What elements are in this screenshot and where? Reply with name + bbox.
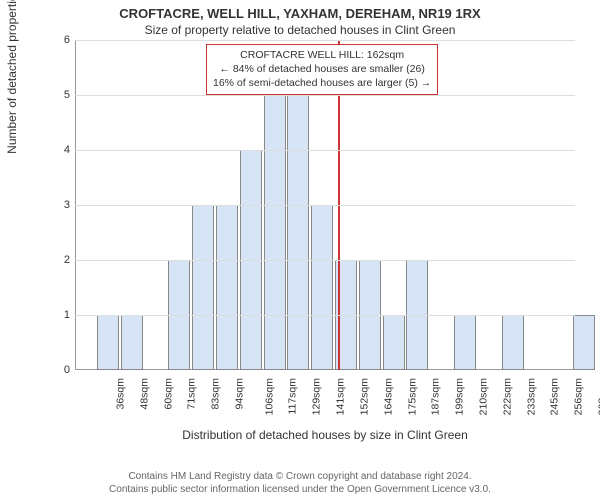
chart-title: CROFTACRE, WELL HILL, YAXHAM, DEREHAM, N… [0,0,600,21]
histogram-bar [264,95,286,370]
footer: Contains HM Land Registry data © Crown c… [0,470,600,496]
annotation-line-1: CROFTACRE WELL HILL: 162sqm [213,48,431,62]
grid-line [75,95,575,96]
grid-line [75,260,575,261]
y-tick-label: 5 [55,89,70,101]
x-tick-label: 141sqm [335,378,347,415]
x-tick-label: 71sqm [186,378,198,410]
y-tick-label: 1 [55,309,70,321]
x-tick-label: 210sqm [477,378,489,415]
x-tick-label: 48sqm [138,378,150,410]
histogram-bar [216,205,238,370]
histogram-bar [287,95,309,370]
x-tick-label: 152sqm [358,378,370,415]
x-tick-label: 187sqm [430,378,442,415]
y-axis-label: Number of detached properties [5,0,19,154]
x-tick-label: 268sqm [596,378,600,415]
histogram-bar [454,315,476,370]
histogram-bar [502,315,524,370]
grid-line [75,40,575,41]
annotation-line-2: ← 84% of detached houses are smaller (26… [213,62,431,76]
annotation-line-3: 16% of semi-detached houses are larger (… [213,76,431,90]
x-tick-label: 117sqm [286,378,298,415]
x-tick-label: 175sqm [406,378,418,415]
y-tick-label: 3 [55,199,70,211]
histogram-bar [121,315,143,370]
histogram-bar [192,205,214,370]
x-tick-label: 199sqm [454,378,466,415]
chart-region: Number of detached properties CROFTACRE … [55,40,575,400]
y-tick-label: 2 [55,254,70,266]
x-tick-label: 129sqm [311,378,323,415]
footer-line-2: Contains public sector information licen… [0,483,600,496]
x-tick-label: 164sqm [382,378,394,415]
y-tick-label: 0 [55,364,70,376]
x-tick-label: 245sqm [549,378,561,415]
x-tick-label: 60sqm [162,378,174,410]
x-tick-label: 83sqm [210,378,222,410]
x-tick-label: 233sqm [525,378,537,415]
histogram-bar [97,315,119,370]
x-tick-label: 94sqm [233,378,245,410]
x-tick-label: 36sqm [114,378,126,410]
annotation-box: CROFTACRE WELL HILL: 162sqm ← 84% of det… [206,44,438,95]
x-tick-label: 106sqm [263,378,275,415]
chart-subtitle: Size of property relative to detached ho… [0,21,600,39]
histogram-bar [383,315,405,370]
y-tick-label: 4 [55,144,70,156]
y-tick-label: 6 [55,34,70,46]
histogram-bar [573,315,595,370]
histogram-bar [311,205,333,370]
grid-line [75,205,575,206]
x-axis-label: Distribution of detached houses by size … [55,428,595,442]
x-tick-label: 222sqm [501,378,513,415]
x-tick-label: 256sqm [573,378,585,415]
footer-line-1: Contains HM Land Registry data © Crown c… [0,470,600,483]
grid-line [75,150,575,151]
chart-container: CROFTACRE, WELL HILL, YAXHAM, DEREHAM, N… [0,0,600,500]
grid-line [75,315,575,316]
